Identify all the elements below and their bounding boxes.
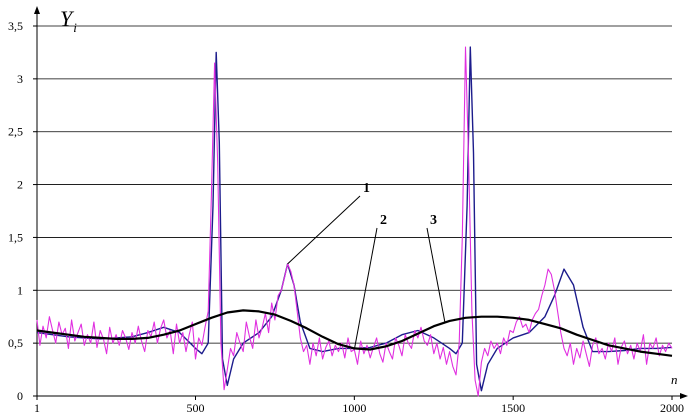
x-tick-label-1: 500 — [187, 401, 205, 415]
x-tick-label-0: 1 — [34, 401, 40, 415]
x-axis — [36, 393, 688, 400]
y-tick-label-5: 2,5 — [8, 125, 23, 139]
y-tick-labels: 0 0,5 1 1,5 2 2,5 3 3,5 — [8, 19, 23, 403]
annotation-label-2: 2 — [380, 213, 387, 228]
y-tick-label-1: 0,5 — [8, 336, 23, 350]
series-line-2 — [36, 46, 673, 397]
x-tick-label-3: 1500 — [501, 401, 525, 415]
x-axis-title: n — [671, 372, 678, 387]
x-tick-label-4: 2000 — [660, 401, 684, 415]
annotation-leader-1 — [287, 195, 361, 265]
axis-titles: Yi n — [60, 6, 678, 387]
annotation-leader-3 — [426, 227, 446, 323]
y-tick-label-4: 2 — [17, 178, 23, 192]
x-axis-arrow — [680, 393, 688, 399]
annotation-label-3: 3 — [430, 213, 437, 228]
annotations: 1 2 3 — [287, 181, 446, 350]
annotation-label-1: 1 — [363, 181, 370, 196]
grid-lines — [37, 25, 672, 344]
y-tick-label-7: 3,5 — [8, 19, 23, 33]
y-tick-label-3: 1,5 — [8, 230, 23, 244]
series-lines — [36, 46, 673, 397]
annotation-leader-2 — [353, 227, 378, 350]
x-tick-label-2: 1000 — [342, 401, 366, 415]
y-axis-arrow — [34, 6, 40, 14]
y-tick-label-0: 0 — [17, 389, 23, 403]
y-tick-label-2: 1 — [17, 283, 23, 297]
y-axis-title: Yi — [60, 6, 77, 35]
x-tick-labels: 1 500 1000 1500 2000 — [34, 401, 684, 415]
y-axis-title-subscript: i — [73, 20, 77, 35]
y-tick-label-6: 3 — [17, 72, 23, 86]
y-axis-title-main: Y — [60, 6, 75, 31]
